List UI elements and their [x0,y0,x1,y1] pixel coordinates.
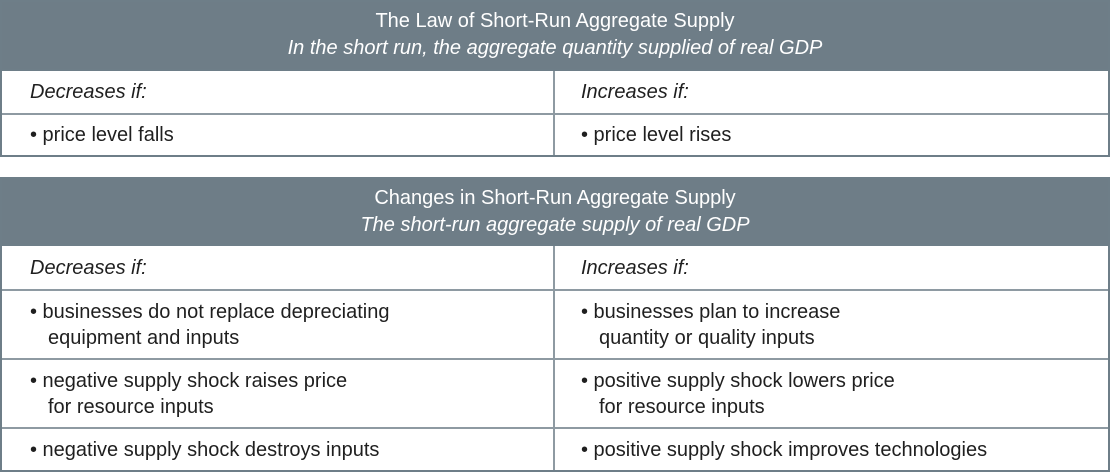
changes-table-column-headers: Decreases if: Increases if: [2,246,1108,291]
changes-decreases-cell: • negative supply shock destroys inputs [2,429,555,470]
changes-decreases-header: Decreases if: [2,246,555,289]
changes-decreases-line-1: • negative supply shock destroys inputs [30,438,380,461]
changes-decreases-cell: • businesses do not replace depreciating… [2,291,555,358]
changes-decreases-cell: • negative supply shock raises price for… [2,360,555,427]
table-row: • price level falls • price level rises [2,115,1108,155]
changes-decreases-line-1: • businesses do not replace depreciating [30,300,390,323]
changes-increases-cell: • businesses plan to increase quantity o… [555,291,1108,358]
law-increases-header: Increases if: [581,81,689,103]
table-row: • businesses do not replace depreciating… [2,291,1108,360]
law-table-column-headers: Decreases if: Increases if: [2,71,1108,115]
changes-in-sras-table: Changes in Short-Run Aggregate Supply Th… [0,177,1110,472]
law-decreases-item: • price level falls [30,124,174,146]
changes-decreases-line-1: • negative supply shock raises price [30,369,348,392]
changes-increases-line-1: • positive supply shock lowers price [581,369,895,392]
changes-table-title: Changes in Short-Run Aggregate Supply [374,187,736,209]
changes-increases-header: Increases if: [581,256,689,279]
changes-table-header: Changes in Short-Run Aggregate Supply Th… [2,179,1108,246]
law-table-title: The Law of Short-Run Aggregate Supply [375,10,735,32]
changes-decreases-line-2: equipment and inputs [48,326,240,349]
changes-increases-cell: • positive supply shock improves technol… [555,429,1108,470]
changes-increases-line-1: • businesses plan to increase [581,300,841,323]
law-of-sras-table: The Law of Short-Run Aggregate Supply In… [0,0,1110,157]
table-row: • negative supply shock raises price for… [2,360,1108,429]
changes-increases-line-2: quantity or quality inputs [599,326,815,349]
changes-increases-line-1: • positive supply shock improves technol… [581,438,988,461]
changes-increases-line-2: for resource inputs [599,395,765,418]
changes-decreases-line-2: for resource inputs [48,395,214,418]
law-decreases-header: Decreases if: [2,71,555,113]
changes-table-subtitle: The short-run aggregate supply of real G… [360,214,750,236]
law-table-subtitle: In the short run, the aggregate quantity… [287,37,823,59]
law-increases-item: • price level rises [581,124,732,146]
table-row: • negative supply shock destroys inputs … [2,429,1108,470]
law-decreases-cell: • price level falls [2,115,555,155]
law-table-header: The Law of Short-Run Aggregate Supply In… [2,2,1108,71]
changes-increases-cell: • positive supply shock lowers price for… [555,360,1108,427]
law-increases-cell: • price level rises [555,115,1108,155]
